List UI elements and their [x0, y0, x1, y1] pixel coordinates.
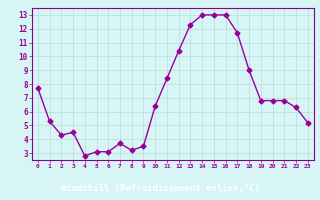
Text: Windchill (Refroidissement éolien,°C): Windchill (Refroidissement éolien,°C)	[60, 184, 260, 193]
